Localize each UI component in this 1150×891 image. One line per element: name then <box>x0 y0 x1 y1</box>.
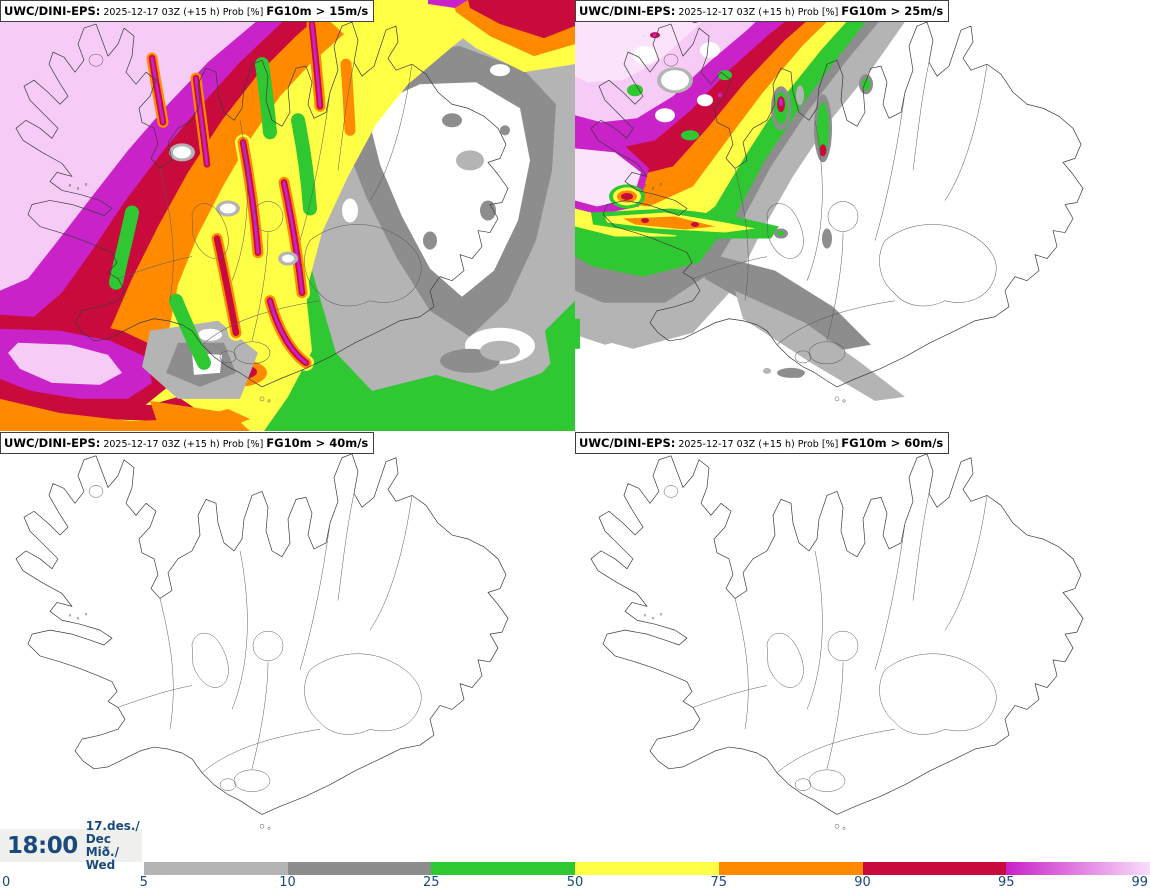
colorbar-tick: 95 <box>997 875 1015 890</box>
valid-date: 17.des./ Dec <box>85 818 140 846</box>
prob-field-25 <box>575 0 1150 431</box>
colorbar-tick: 5 <box>139 875 148 890</box>
colorbar-tick: 10 <box>279 875 296 890</box>
panel-title-40: UWC/DINI-EPS: 2025-12-17 03Z (+15 h) Prob… <box>0 432 375 454</box>
run-meta-label: 2025-12-17 03Z (+15 h) Prob [%] <box>678 7 839 18</box>
map-canvas-60 <box>575 432 1150 858</box>
map-canvas-40 <box>0 432 575 858</box>
colorbar-tick: 25 <box>422 875 440 890</box>
valid-time-box: 18:00 17.des./ Dec Mið./ Wed <box>0 819 142 871</box>
probability-colorbar <box>0 862 1150 875</box>
valid-weekday: Mið./ Wed <box>85 844 119 872</box>
colorbar-tick: 50 <box>566 875 584 890</box>
run-meta-label: 2025-12-17 03Z (+15 h) Prob [%] <box>103 7 264 18</box>
colorbar-tick: 99 <box>1131 875 1148 890</box>
prob-field-15 <box>0 0 575 431</box>
colorbar-tick-labels: 0 5 10 25 50 75 90 95 99 <box>0 875 1150 891</box>
colorbar-segment-10-25 <box>287 862 432 875</box>
model-label: UWC/DINI-EPS: <box>4 436 101 450</box>
threshold-label: FG10m > 40m/s <box>266 436 369 450</box>
colorbar-segment-0-5 <box>0 862 144 875</box>
colorbar-segment-25-50 <box>431 862 575 875</box>
panel-prob-gt-60: UWC/DINI-EPS: 2025-12-17 03Z (+15 h) Prob… <box>575 432 1150 858</box>
map-canvas-25 <box>575 0 1150 431</box>
valid-time: 18:00 <box>7 832 78 859</box>
model-label: UWC/DINI-EPS: <box>579 4 676 18</box>
valid-date-block: 17.des./ Dec Mið./ Wed <box>85 818 142 872</box>
panel-title-15: UWC/DINI-EPS: 2025-12-17 03Z (+15 h) Prob… <box>0 0 375 22</box>
threshold-label: FG10m > 15m/s <box>266 4 369 18</box>
run-meta-label: 2025-12-17 03Z (+15 h) Prob [%] <box>103 439 264 450</box>
run-meta-label: 2025-12-17 03Z (+15 h) Prob [%] <box>678 439 839 450</box>
colorbar-tick: 75 <box>710 875 728 890</box>
colorbar-segment-50-75 <box>575 862 719 875</box>
panel-title-25: UWC/DINI-EPS: 2025-12-17 03Z (+15 h) Prob… <box>575 0 950 22</box>
panel-title-60: UWC/DINI-EPS: 2025-12-17 03Z (+15 h) Prob… <box>575 432 950 454</box>
model-label: UWC/DINI-EPS: <box>4 4 101 18</box>
colorbar-tick: 90 <box>854 875 871 890</box>
colorbar-segment-75-90 <box>718 862 863 875</box>
map-canvas-15 <box>0 0 575 431</box>
panel-prob-gt-25: UWC/DINI-EPS: 2025-12-17 03Z (+15 h) Prob… <box>575 0 1150 431</box>
threshold-label: FG10m > 60m/s <box>841 436 944 450</box>
colorbar-segment-95-99 <box>1006 862 1150 875</box>
colorbar-segment-5-10 <box>143 862 288 875</box>
panel-prob-gt-15: UWC/DINI-EPS: 2025-12-17 03Z (+15 h) Prob… <box>0 0 575 431</box>
panel-prob-gt-40: UWC/DINI-EPS: 2025-12-17 03Z (+15 h) Prob… <box>0 432 575 858</box>
colorbar-segment-90-95 <box>862 862 1007 875</box>
colorbar-tick: 0 <box>2 875 11 890</box>
threshold-label: FG10m > 25m/s <box>841 4 944 18</box>
model-label: UWC/DINI-EPS: <box>579 436 676 450</box>
